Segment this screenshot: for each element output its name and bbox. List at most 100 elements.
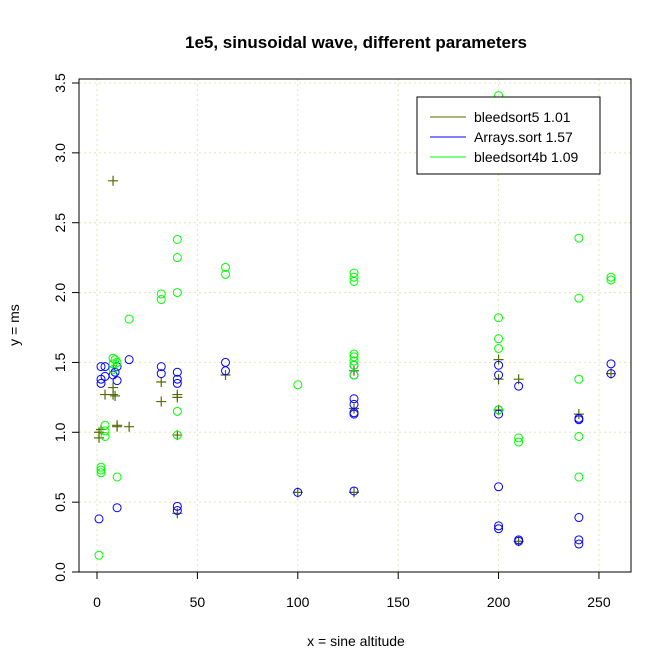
- data-point-circle: [494, 405, 504, 415]
- data-point-circle: [494, 334, 504, 344]
- data-point-circle: [349, 356, 359, 366]
- data-point-circle: [124, 355, 134, 365]
- data-point-circle: [574, 415, 584, 425]
- data-point-circle: [349, 486, 359, 496]
- data-point-circle: [100, 426, 110, 436]
- data-point-plus: [292, 487, 303, 498]
- data-point-circle: [172, 374, 182, 384]
- data-point-plus: [493, 354, 504, 365]
- data-point-circle: [494, 482, 504, 492]
- y-tick-label: 3.5: [52, 73, 68, 93]
- data-point-plus: [156, 376, 167, 387]
- data-point-circle: [349, 349, 359, 359]
- data-point-plus: [108, 389, 119, 400]
- data-point-plus: [108, 175, 119, 186]
- data-point-circle: [574, 539, 584, 549]
- data-point-circle: [172, 506, 182, 516]
- data-point-circle: [494, 370, 504, 380]
- data-point-circle: [494, 313, 504, 323]
- data-point-circle: [112, 357, 122, 367]
- data-point-circle: [94, 514, 104, 524]
- data-point-circle: [293, 487, 303, 497]
- data-point-plus: [606, 368, 616, 379]
- data-point-circle: [574, 293, 584, 303]
- data-point-circle: [494, 409, 504, 419]
- y-tick-label: 0.5: [52, 492, 68, 512]
- data-point-circle: [606, 275, 616, 285]
- data-point-circle: [100, 431, 110, 441]
- data-point-circle: [156, 362, 166, 372]
- axes: 0 50 100 150 200 250 0.0 0.5 1.0 1.5 2.0 2.5 3.0 3.5: [52, 73, 611, 610]
- data-point-circle: [349, 409, 359, 419]
- x-tick-label: 200: [487, 594, 511, 610]
- data-point-circle: [221, 366, 230, 376]
- legend-label: Arrays.sort 1.57: [474, 129, 573, 145]
- data-point-circle: [574, 535, 584, 545]
- data-point-circle: [221, 269, 230, 279]
- data-point-circle: [574, 233, 584, 243]
- data-point-circle: [96, 462, 106, 472]
- plot-frame: [78, 78, 632, 573]
- y-axis-label: y = ms: [6, 304, 22, 346]
- y-tick-label: 1.0: [52, 422, 68, 442]
- data-point-circle: [112, 472, 122, 482]
- data-points: [94, 91, 616, 560]
- data-point-circle: [574, 431, 584, 441]
- data-point-circle: [108, 359, 118, 369]
- data-point-circle: [94, 550, 104, 560]
- data-point-plus: [112, 420, 123, 431]
- y-tick-label: 1.5: [52, 352, 68, 372]
- y-tick-label: 2.5: [52, 213, 68, 233]
- data-point-circle: [349, 276, 359, 286]
- data-point-circle: [172, 501, 182, 511]
- data-point-circle: [349, 272, 359, 282]
- series-2: [94, 91, 616, 560]
- data-point-circle: [156, 289, 166, 299]
- data-point-circle: [124, 314, 134, 324]
- x-tick-label: 0: [93, 594, 101, 610]
- data-point-circle: [172, 430, 182, 440]
- data-point-circle: [110, 355, 120, 365]
- data-point-circle: [100, 362, 110, 372]
- data-point-circle: [172, 406, 182, 416]
- data-point-circle: [156, 369, 166, 379]
- data-point-circle: [606, 369, 616, 379]
- data-point-plus: [124, 421, 135, 432]
- data-point-plus: [172, 430, 183, 441]
- y-tick-label: 2.0: [52, 283, 68, 303]
- data-point-circle: [349, 360, 359, 370]
- y-tick-label: 3.0: [52, 143, 68, 163]
- data-point-plus: [172, 392, 183, 403]
- data-point-circle: [574, 513, 584, 523]
- data-point-circle: [96, 468, 106, 478]
- data-point-circle: [108, 364, 118, 374]
- legend-label: bleedsort5 1.01: [474, 109, 571, 125]
- x-tick-label: 50: [190, 594, 206, 610]
- legend-box: [416, 96, 601, 175]
- data-point-plus: [110, 390, 121, 401]
- data-point-circle: [172, 288, 182, 298]
- data-point-circle: [112, 503, 122, 513]
- data-point-circle: [514, 437, 524, 447]
- data-point-circle: [172, 253, 182, 263]
- data-point-circle: [494, 524, 504, 534]
- x-axis-label: x = sine altitude: [307, 633, 405, 649]
- legend-label: bleedsort4b 1.09: [474, 149, 579, 165]
- data-point-circle: [96, 362, 106, 372]
- data-point-circle: [574, 472, 584, 482]
- data-point-circle: [293, 380, 303, 390]
- legend: bleedsort5 1.01 Arrays.sort 1.57 bleedsort…: [416, 96, 601, 175]
- data-point-circle: [110, 367, 120, 377]
- data-point-circle: [112, 376, 122, 386]
- x-tick-label: 250: [587, 594, 611, 610]
- data-point-circle: [349, 370, 359, 380]
- data-point-circle: [494, 360, 504, 370]
- data-point-circle: [514, 536, 524, 546]
- x-tick-label: 100: [286, 594, 310, 610]
- data-point-plus: [94, 432, 105, 443]
- data-point-circle: [514, 433, 524, 443]
- y-tick-label: 0.0: [52, 562, 68, 582]
- data-point-circle: [494, 343, 504, 353]
- data-point-circle: [96, 378, 106, 388]
